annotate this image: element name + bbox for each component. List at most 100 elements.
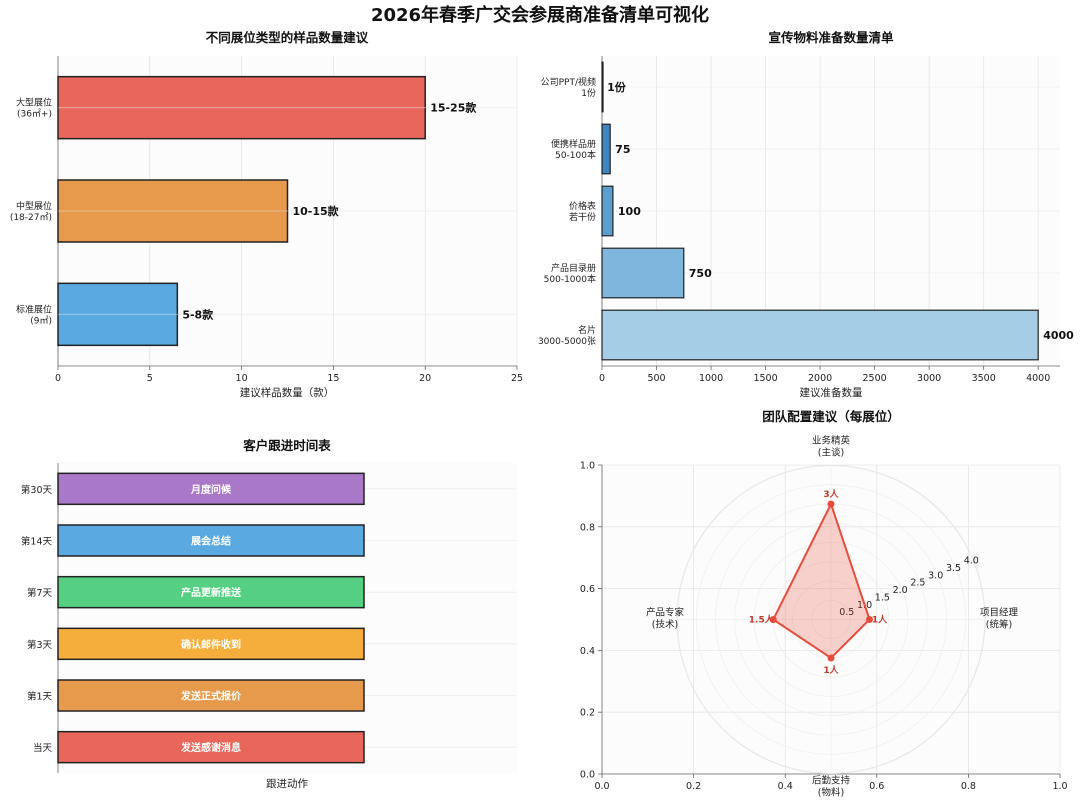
x-tick-label: 3500 xyxy=(972,373,996,384)
followup-bar xyxy=(57,575,365,609)
material-label: 50-100本 xyxy=(555,149,596,161)
booth-type-label: 标准展位 xyxy=(16,303,52,315)
radar-r-tick-label: 3.5 xyxy=(946,563,961,574)
team-radar-point xyxy=(866,616,873,623)
booth-type-label: (9㎡) xyxy=(30,315,52,326)
frame-y-tick-label: 0.0 xyxy=(580,770,595,781)
team-radar-point xyxy=(827,500,835,508)
x-tick-label: 2500 xyxy=(863,373,887,384)
followup-day-label: 第3天 xyxy=(27,639,53,651)
material-label: 名片 xyxy=(578,324,596,336)
booth-sample-title: 不同展位类型的样品数量建议 xyxy=(206,30,369,45)
x-tick-label: 25 xyxy=(511,373,523,384)
frame-y-tick-label: 0.8 xyxy=(580,522,595,533)
x-tick-label: 2000 xyxy=(808,373,832,384)
followup-day-label: 第1天 xyxy=(27,691,53,703)
followup-action-label: 产品更新推送 xyxy=(181,586,242,599)
team-radar-value-label: 1人 xyxy=(872,614,888,626)
followup-title: 客户跟进时间表 xyxy=(242,438,331,453)
booth-sample-chart: 不同展位类型的样品数量建议 建议样品数量（款） 0 5 10 15 20 25 15-25款… xyxy=(10,30,523,399)
followup-action-label: 展会总结 xyxy=(191,535,231,548)
radar-r-tick-label: 3.0 xyxy=(928,570,943,581)
x-tick-label: 3000 xyxy=(917,373,941,384)
team-radar-point xyxy=(769,616,777,623)
booth-sample-value-label: 5-8款 xyxy=(182,307,214,321)
frame-x-tick-label: 0.0 xyxy=(594,781,609,792)
x-tick-label: 4000 xyxy=(1026,373,1050,384)
followup-action-label: 月度问候 xyxy=(190,483,232,496)
booth-type-label: (36㎡+) xyxy=(17,109,52,120)
followup-bar xyxy=(57,524,365,557)
team-role-label: 业务精英 xyxy=(812,435,851,447)
material-bar xyxy=(601,309,1039,361)
material-bar xyxy=(601,247,685,299)
x-tick-label: 20 xyxy=(419,373,431,384)
followup-bar xyxy=(57,627,365,661)
frame-y-tick-label: 0.2 xyxy=(580,708,595,719)
followup-day-label: 第30天 xyxy=(21,484,53,496)
material-label: 500-1000本 xyxy=(544,273,596,285)
x-tick-label: 5 xyxy=(147,373,153,384)
team-role-label: (技术) xyxy=(652,619,678,631)
frame-x-tick-label: 0.2 xyxy=(686,781,701,792)
material-label: 若干份 xyxy=(569,211,596,223)
followup-bar xyxy=(57,679,365,712)
figure-title: 2026年春季广交会参展商准备清单可视化 xyxy=(371,4,709,26)
followup-action-label: 发送感谢消息 xyxy=(180,741,241,754)
promo-material-chart: 宣传物料准备数量清单 建议准备数量 0 500 1000 1500 2000 2500 30… xyxy=(538,30,1074,399)
followup-action-label: 确认邮件收到 xyxy=(181,638,241,651)
frame-x-tick-label: 0.4 xyxy=(778,781,793,792)
team-role-label: (统筹) xyxy=(986,619,1012,631)
team-role-label: 项目经理 xyxy=(980,607,1019,619)
team-config-title: 团队配置建议（每展位） xyxy=(762,409,900,424)
material-value-label: 1份 xyxy=(607,80,627,94)
followup-bar xyxy=(57,472,365,506)
material-label: 公司PPT/视频 xyxy=(541,76,596,88)
material-value-label: 75 xyxy=(615,143,630,156)
x-tick-label: 1000 xyxy=(699,373,723,384)
followup-day-label: 第7天 xyxy=(27,587,53,599)
x-tick-label: 1500 xyxy=(753,373,777,384)
x-tick-label: 15 xyxy=(327,373,339,384)
booth-sample-xlabel: 建议样品数量（款） xyxy=(240,386,335,399)
frame-y-tick-label: 0.4 xyxy=(580,646,595,657)
material-value-label: 100 xyxy=(618,205,641,218)
booth-type-label: 中型展位 xyxy=(16,200,52,212)
team-radar-point xyxy=(827,654,835,662)
team-role-label: (物料) xyxy=(818,787,844,799)
material-label: 价格表 xyxy=(569,200,596,212)
frame-x-tick-label: 1.0 xyxy=(1052,781,1067,792)
team-role-label: (主谈) xyxy=(818,447,844,459)
frame-y-tick-label: 0.6 xyxy=(580,584,595,595)
material-value-label: 750 xyxy=(689,267,712,280)
material-value-label: 4000 xyxy=(1043,329,1074,342)
material-label: 便携样品册 xyxy=(551,138,596,150)
frame-x-tick-label: 0.6 xyxy=(869,781,884,792)
team-radar-value-label: 1.5人 xyxy=(749,614,775,626)
x-tick-label: 500 xyxy=(647,373,665,384)
material-bar xyxy=(601,185,614,237)
team-radar-value-label: 3人 xyxy=(823,488,839,500)
team-role-label: 后勤支持 xyxy=(812,775,851,787)
booth-type-label: (18-27㎡) xyxy=(10,212,52,223)
x-tick-label: 0 xyxy=(55,373,61,384)
booth-type-label: 大型展位 xyxy=(16,97,52,109)
radar-r-tick-label: 0.5 xyxy=(839,607,854,618)
radar-r-tick-label: 2.5 xyxy=(910,578,925,589)
material-label: 3000-5000张 xyxy=(538,336,596,347)
followup-action-label: 发送正式报价 xyxy=(180,690,242,703)
booth-sample-value-label: 10-15款 xyxy=(293,204,340,218)
followup-xlabel: 跟进动作 xyxy=(266,778,308,790)
material-label: 1份 xyxy=(581,87,596,99)
frame-x-tick-label: 0.8 xyxy=(961,781,976,792)
x-tick-label: 0 xyxy=(599,373,605,384)
booth-sample-value-label: 15-25款 xyxy=(430,101,477,115)
material-label: 产品目录册 xyxy=(551,262,596,274)
radar-r-tick-label: 2.0 xyxy=(893,585,908,596)
followup-day-label: 第14天 xyxy=(21,536,53,548)
team-radar-value-label: 1人 xyxy=(823,664,839,676)
team-config-chart: 团队配置建议（每展位） 0.00.0 0.2 0.2 0.4 0.4 0.6 0.6 0.8 0… xyxy=(580,409,1068,799)
x-tick-label: 10 xyxy=(236,373,248,384)
